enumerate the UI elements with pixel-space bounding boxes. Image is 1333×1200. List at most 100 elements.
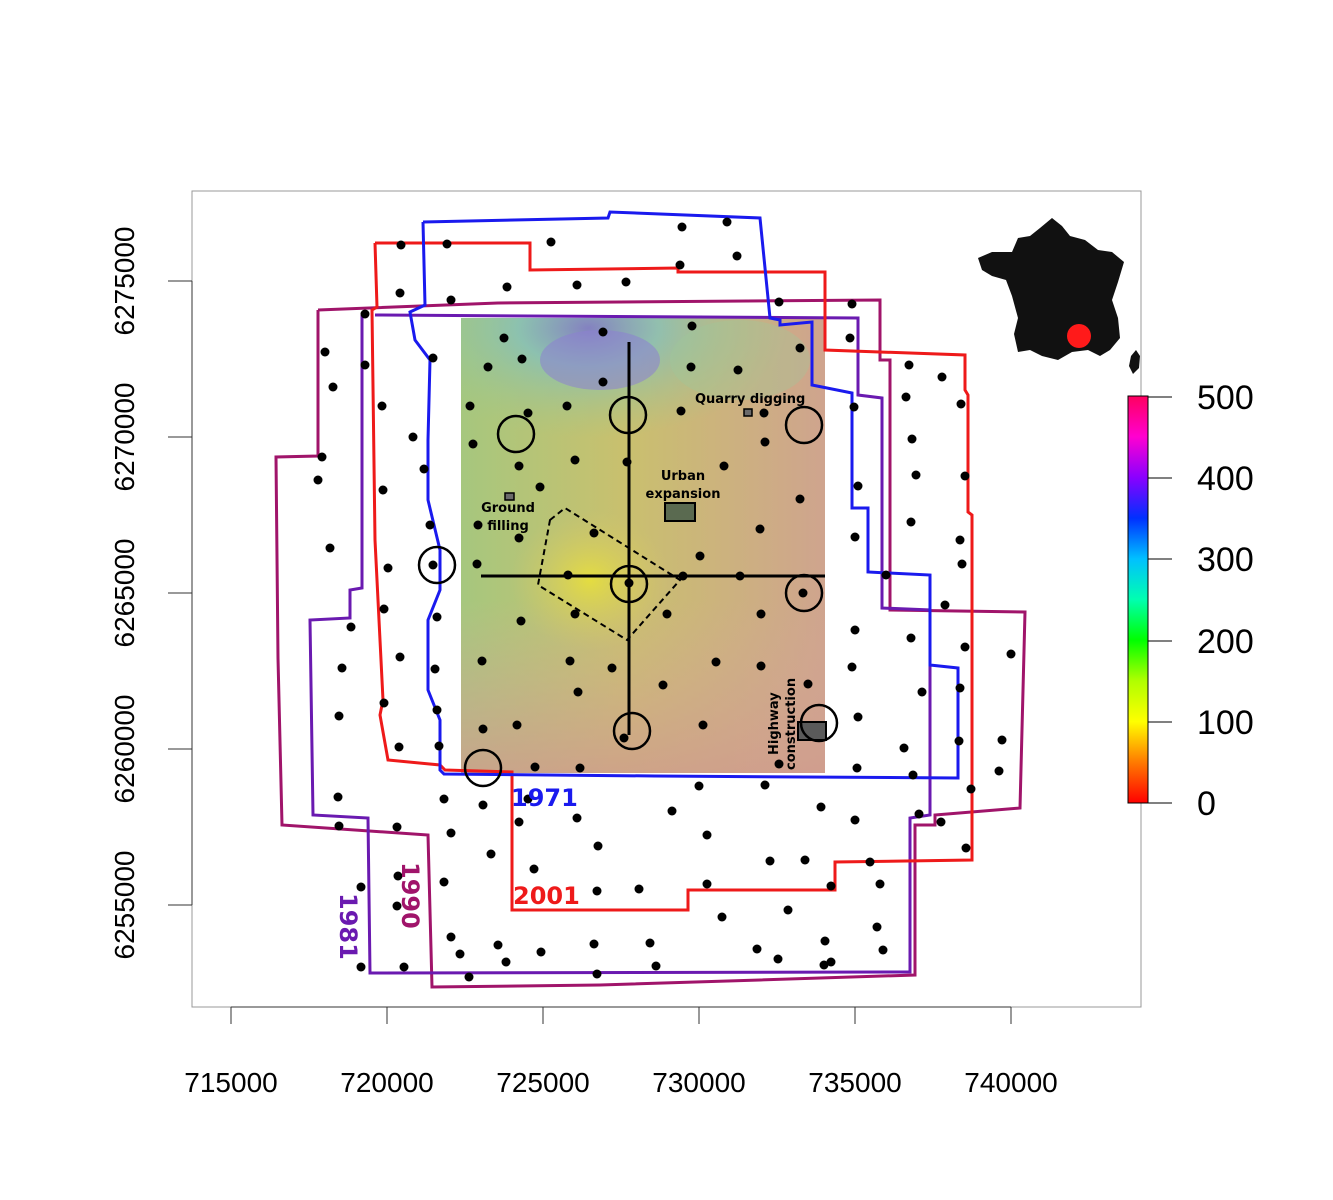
sample-point [483, 362, 493, 372]
sample-point [502, 282, 512, 292]
sample-point [759, 408, 769, 418]
sample-point [717, 912, 727, 922]
sample-point [432, 705, 442, 715]
x-axis: 715000 720000 725000 730000 735000 740000 [184, 1006, 1058, 1098]
sample-point [446, 828, 456, 838]
sample-point [961, 843, 971, 853]
sample-point [800, 855, 810, 865]
highlight-circle [608, 395, 648, 435]
sample-point [573, 687, 583, 697]
sample-point [517, 354, 527, 364]
sample-point [956, 399, 966, 409]
sample-point [325, 543, 335, 553]
highlight-circle [612, 711, 652, 751]
sample-point [914, 809, 924, 819]
label-1981: 1981 [334, 893, 362, 960]
annotation-ground-line1: Ground [481, 501, 535, 516]
sample-point [651, 961, 661, 971]
sample-point [478, 800, 488, 810]
study-site-marker [1067, 324, 1091, 348]
sample-point [313, 475, 323, 485]
annotation-urban-line2: expansion [646, 487, 721, 502]
sample-point [442, 239, 452, 249]
sample-point [760, 437, 770, 447]
annotation-highway-line1: Highway [767, 692, 782, 755]
sample-point [392, 822, 402, 832]
sample-point [677, 222, 687, 232]
sample-point [645, 938, 655, 948]
sample-point [675, 260, 685, 270]
sample-point [760, 780, 770, 790]
sample-point [473, 520, 483, 530]
sample-point [899, 743, 909, 753]
sample-point [773, 954, 783, 964]
sample-point [662, 609, 672, 619]
colorbar-tick-label: 200 [1197, 623, 1254, 661]
x-tick-label: 730000 [652, 1067, 745, 1098]
sample-point [622, 457, 632, 467]
sample-point [570, 455, 580, 465]
x-tick-label: 735000 [808, 1067, 901, 1098]
sample-point [562, 401, 572, 411]
sample-point [565, 656, 575, 666]
sample-point [906, 517, 916, 527]
sample-point [694, 781, 704, 791]
sample-point [904, 360, 914, 370]
sample-point [530, 762, 540, 772]
colorbar-tick-label: 100 [1197, 704, 1254, 742]
sample-point [465, 401, 475, 411]
sample-point [819, 960, 829, 970]
sample-point [434, 741, 444, 751]
sample-point [997, 735, 1007, 745]
sample-point [966, 784, 976, 794]
sample-point [634, 884, 644, 894]
sample-point [598, 327, 608, 337]
sample-point [419, 464, 429, 474]
boundary-1971 [408, 210, 960, 780]
sample-point [430, 664, 440, 674]
sample-point [917, 687, 927, 697]
sample-point [722, 217, 732, 227]
sample-point [907, 434, 917, 444]
sample-point [514, 533, 524, 543]
sample-points [313, 217, 1016, 982]
sample-point [687, 321, 697, 331]
x-tick-label: 740000 [964, 1067, 1057, 1098]
y-tick-label: 6270000 [109, 382, 140, 491]
sample-point [795, 343, 805, 353]
y-tick-label: 6265000 [109, 538, 140, 647]
sample-point [702, 879, 712, 889]
sample-point [356, 962, 366, 972]
sample-point [735, 571, 745, 581]
sample-point [379, 604, 389, 614]
sample-point [847, 662, 857, 672]
sample-point [428, 353, 438, 363]
sample-point [395, 288, 405, 298]
sample-point [563, 570, 573, 580]
sample-point [695, 551, 705, 561]
sample-point [486, 849, 496, 859]
sample-point [756, 661, 766, 671]
sample-point [698, 720, 708, 730]
sample-point [686, 362, 696, 372]
sample-point [957, 559, 967, 569]
sample-point [592, 969, 602, 979]
sample-point [850, 532, 860, 542]
sample-point [446, 932, 456, 942]
sample-point [906, 633, 916, 643]
corsica-silhouette [1129, 350, 1140, 374]
sample-point [755, 524, 765, 534]
sample-point [572, 280, 582, 290]
colorbar-tick-label: 500 [1197, 379, 1254, 417]
sample-point [816, 802, 826, 812]
sample-point [878, 945, 888, 955]
elevation-colorbar: 0 100 200 300 400 500 [1127, 379, 1254, 823]
sample-point [678, 571, 688, 581]
label-1990: 1990 [396, 862, 424, 929]
france-silhouette [978, 218, 1124, 360]
sample-point [523, 408, 533, 418]
sample-point [529, 864, 539, 874]
sample-point [940, 600, 950, 610]
france-inset-map [978, 218, 1140, 374]
sample-point [333, 792, 343, 802]
